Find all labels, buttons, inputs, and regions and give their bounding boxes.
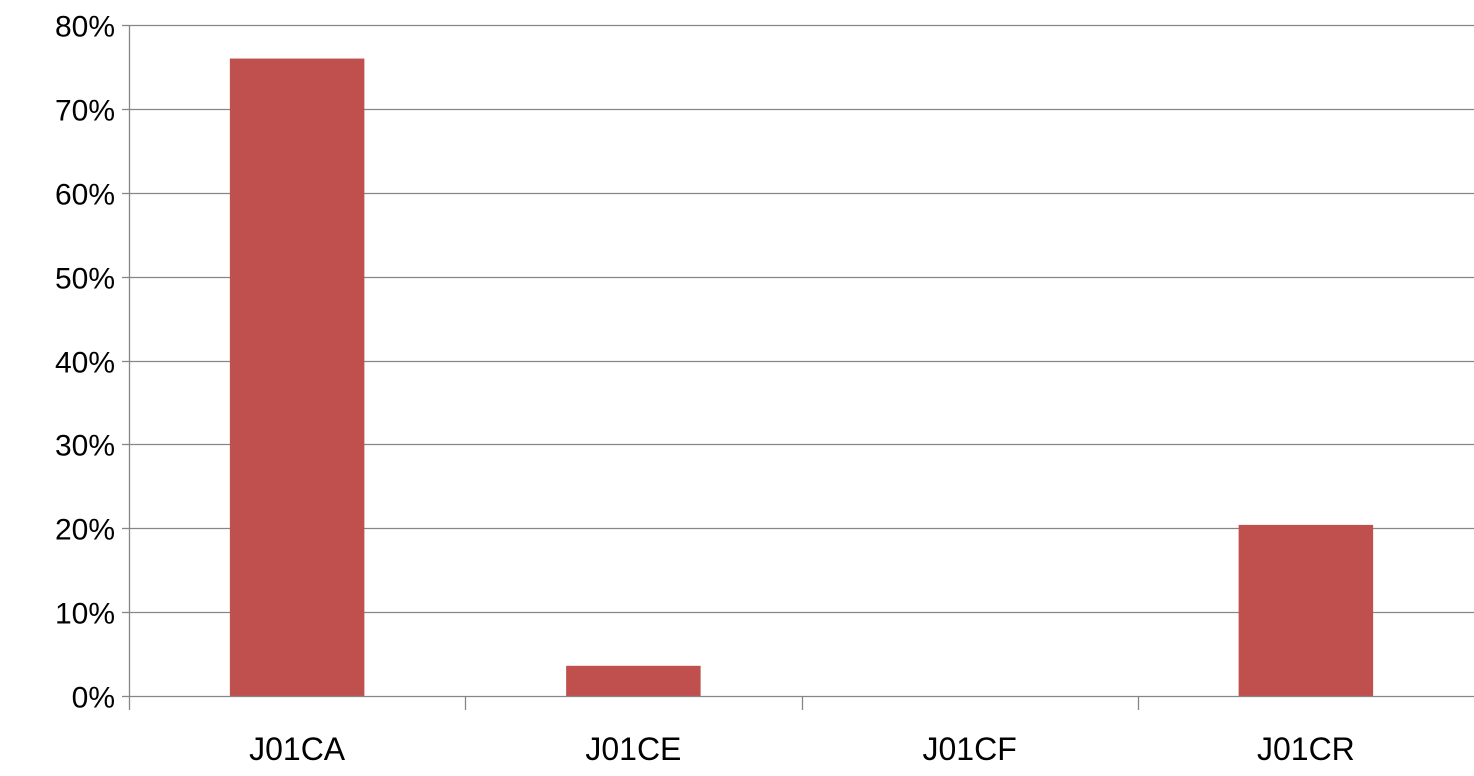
x-category-label: J01CR bbox=[1257, 731, 1355, 767]
bar-j01ce bbox=[566, 665, 701, 696]
bar-j01ca bbox=[229, 58, 365, 697]
x-category-label: J01CA bbox=[249, 731, 346, 767]
x-category-label: J01CE bbox=[585, 731, 681, 767]
y-tick-label: 40% bbox=[55, 347, 115, 380]
labels: 0% 10% 20% 30% 40% 50% 60% 70% 80% J01CA J01CE J01C… bbox=[55, 11, 1355, 768]
axes bbox=[122, 24, 1474, 710]
y-tick-label: 80% bbox=[55, 11, 115, 44]
y-tick-label: 30% bbox=[55, 430, 115, 463]
y-tick-label: 70% bbox=[55, 95, 115, 128]
x-category-label: J01CF bbox=[923, 731, 1017, 767]
bar-j01cr bbox=[1238, 524, 1374, 696]
y-tick-label: 20% bbox=[55, 514, 115, 547]
y-tick-label: 0% bbox=[72, 682, 115, 715]
bars bbox=[229, 58, 1374, 697]
y-tick-label: 10% bbox=[55, 598, 115, 631]
y-tick-label: 60% bbox=[55, 179, 115, 212]
y-tick-label: 50% bbox=[55, 263, 115, 296]
